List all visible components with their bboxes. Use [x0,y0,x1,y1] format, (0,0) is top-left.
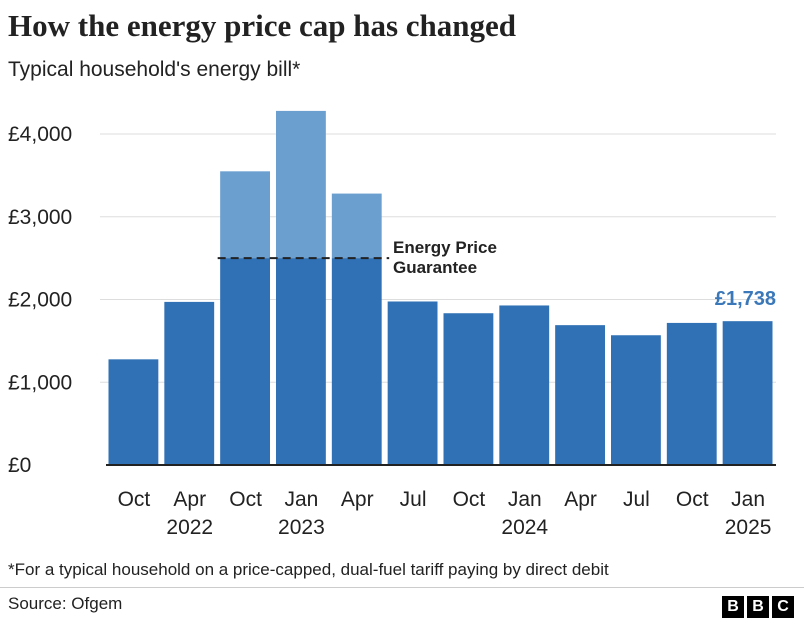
x-year-label: 2023 [278,516,325,539]
y-tick-label: £3,000 [8,206,72,229]
annotation: Energy Price Guarantee [393,238,497,277]
bar-guarantee [331,258,382,465]
bar [722,321,773,465]
x-year-label: 2024 [501,516,548,539]
bar [164,301,215,465]
x-tick-label: Apr [341,488,374,511]
x-tick-label: Jul [623,488,650,511]
x-tick-label: Apr [564,488,597,511]
bar [611,335,661,465]
value-label: £1,738 [715,288,776,310]
x-tick-label: Jan [731,488,765,511]
bar [443,313,494,465]
bar-guarantee [220,258,270,465]
x-tick-label: Jul [400,488,427,511]
x-tick-label: Jan [508,488,542,511]
y-tick-label: £2,000 [8,289,72,312]
chart-subtitle: Typical household's energy bill* [8,58,301,81]
separator [0,587,804,588]
x-year-label: 2025 [725,516,772,539]
source: Source: Ofgem [8,594,123,613]
x-year-label: 2022 [166,516,213,539]
bar [555,325,605,465]
y-tick-label: £0 [8,454,31,477]
bar-guarantee [276,258,326,465]
x-tick-label: Apr [173,488,206,511]
x-tick-label: Oct [229,488,262,511]
chart-title: How the energy price cap has changed [8,8,517,43]
x-tick-label: Oct [676,488,709,511]
y-tick-label: £4,000 [8,123,72,146]
bar [387,301,438,465]
bar-cap [220,171,270,259]
bar [499,305,550,465]
footnote: *For a typical household on a price-capp… [8,560,609,579]
x-tick-label: Jan [284,488,318,511]
bar-cap [331,193,382,259]
bar [108,359,159,465]
x-tick-label: Oct [453,488,486,511]
x-tick-label: Oct [118,488,151,511]
bar [666,322,717,465]
y-tick-label: £1,000 [8,371,72,394]
bar-cap [276,110,326,259]
